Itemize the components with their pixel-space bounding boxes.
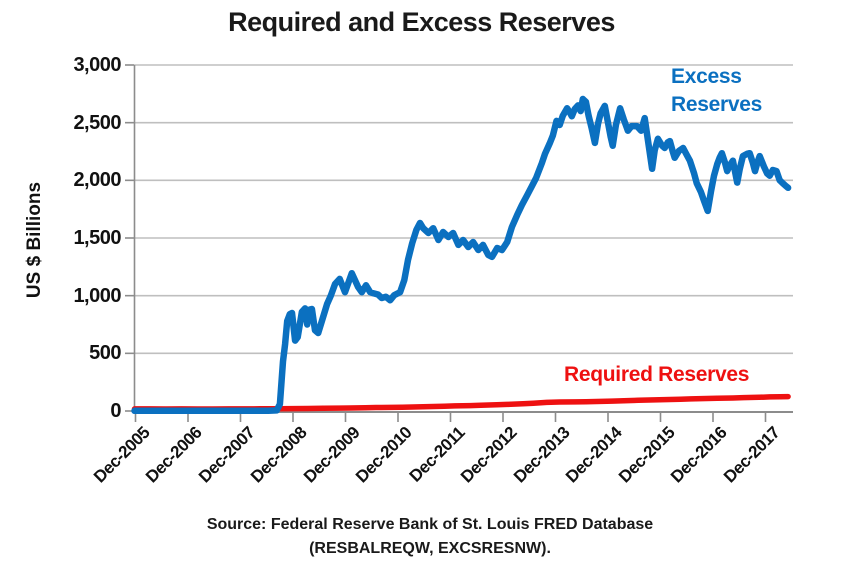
excess-reserves-label: Excess Reserves bbox=[671, 63, 762, 119]
excess-reserves-label-line2: Reserves bbox=[671, 93, 763, 116]
chart-title: Required and Excess Reserves bbox=[228, 7, 615, 37]
y-tick-label: 0 bbox=[110, 400, 121, 422]
y-tick-label: 1,000 bbox=[73, 284, 121, 307]
source-line-1: Source: Federal Reserve Bank of St. Loui… bbox=[206, 516, 654, 533]
y-tick-label: 2,500 bbox=[73, 111, 121, 134]
y-tick-label: 1,500 bbox=[73, 227, 121, 249]
y-tick-label: 500 bbox=[89, 342, 121, 365]
y-tick-label: 2,000 bbox=[73, 169, 121, 192]
required-reserves-line bbox=[131, 393, 791, 412]
required-reserves-label: Required Reserves bbox=[564, 363, 750, 386]
excess-reserves-line bbox=[131, 95, 792, 415]
excess-reserves-label-line1: Excess bbox=[671, 65, 742, 88]
source-line-2: (RESBALREQW, EXCSRESNW). bbox=[309, 540, 551, 557]
y-tick-label: 3,000 bbox=[73, 54, 121, 76]
source-note: Source: Federal Reserve Bank of St. Loui… bbox=[0, 513, 843, 561]
